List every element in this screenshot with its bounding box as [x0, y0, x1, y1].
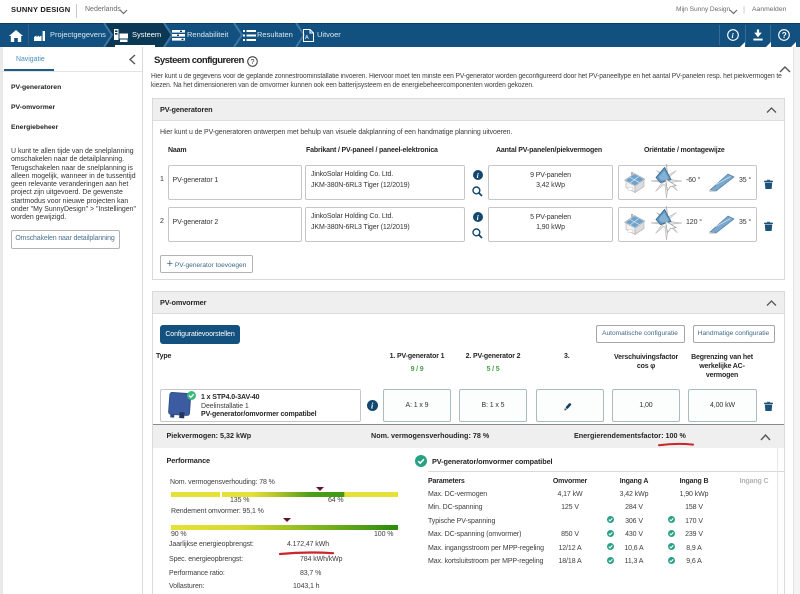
svg-text:i: i	[476, 171, 479, 180]
svg-text:?: ?	[782, 31, 787, 40]
svg-text:i: i	[476, 213, 479, 222]
svg-text:A: A	[305, 35, 309, 41]
svg-text:?: ?	[250, 57, 254, 66]
svg-text:i: i	[731, 31, 734, 40]
svg-text:i: i	[371, 401, 374, 410]
